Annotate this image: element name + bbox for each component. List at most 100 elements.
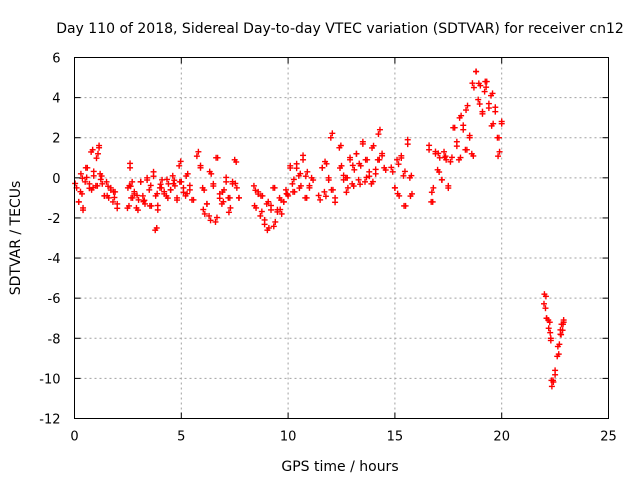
data-point-dense	[206, 168, 213, 175]
data-point-dense	[290, 176, 297, 183]
data-point-dense	[479, 110, 486, 117]
data-point-dense	[144, 177, 151, 184]
data-point-dense	[104, 192, 111, 199]
data-point-dense	[147, 182, 154, 189]
data-point-dense	[167, 186, 174, 193]
data-point-dense	[483, 84, 490, 91]
data-point	[233, 184, 240, 191]
data-point-dense	[401, 168, 408, 175]
data-point-dense	[300, 152, 307, 159]
data-point-dense	[97, 176, 104, 183]
data-point-dense	[290, 188, 297, 195]
data-point-dense	[110, 188, 117, 195]
data-point	[169, 172, 176, 179]
data-point-dense	[283, 190, 290, 197]
data-point-dense	[495, 153, 502, 160]
data-point-dense	[223, 174, 230, 181]
data-point-dense	[408, 172, 415, 179]
data-point-dense	[359, 140, 366, 147]
data-point-dense	[319, 164, 326, 171]
data-point-dense	[450, 124, 457, 131]
data-point-dense	[131, 188, 138, 195]
data-point-dense	[177, 158, 184, 165]
data-point-dense	[394, 190, 401, 197]
data-point	[559, 327, 566, 334]
data-point-dense	[457, 154, 464, 161]
data-point-dense	[448, 154, 455, 161]
y-tick-label: -6	[48, 292, 61, 307]
data-point-dense	[560, 317, 567, 324]
data-point-dense	[473, 68, 480, 75]
data-point-dense	[366, 173, 373, 180]
chart-title: Day 110 of 2018, Sidereal Day-to-day VTE…	[56, 21, 624, 37]
data-point-dense	[488, 122, 495, 129]
data-point-dense	[170, 180, 177, 187]
data-point-dense	[174, 197, 181, 204]
y-tick-label: 6	[52, 52, 60, 67]
data-points	[72, 68, 567, 390]
data-point-dense	[362, 156, 369, 163]
data-point	[545, 325, 552, 332]
data-point	[304, 168, 311, 175]
data-point	[201, 210, 208, 217]
data-point-dense	[329, 130, 336, 137]
data-point-dense	[466, 132, 473, 139]
data-point	[82, 178, 89, 185]
data-point	[206, 212, 213, 219]
y-tick-label: 2	[52, 132, 60, 147]
data-point-dense	[453, 143, 460, 150]
data-point-dense	[77, 188, 84, 195]
y-tick-label: -10	[39, 372, 60, 387]
data-point-dense	[388, 164, 395, 171]
data-point-dense	[554, 343, 561, 350]
data-point	[109, 198, 116, 205]
data-point-dense	[297, 170, 304, 177]
data-point	[94, 150, 101, 157]
data-point-dense	[137, 178, 144, 185]
data-point-dense	[357, 181, 364, 188]
data-point-dense	[98, 173, 105, 180]
data-point-dense	[302, 173, 309, 180]
data-point-dense	[207, 217, 214, 224]
data-point-dense	[210, 183, 217, 190]
data-point-dense	[542, 293, 549, 300]
data-point-dense	[332, 199, 339, 206]
data-point-dense	[322, 193, 329, 200]
data-point-dense	[343, 189, 350, 196]
data-point-dense	[163, 176, 170, 183]
data-point-dense	[436, 169, 443, 176]
data-point-dense	[94, 182, 101, 189]
data-point-dense	[257, 192, 264, 199]
y-tick-label: 4	[52, 92, 60, 107]
data-point-dense	[201, 187, 208, 194]
data-point	[77, 170, 84, 177]
data-point	[361, 178, 368, 185]
data-point-dense	[303, 194, 310, 201]
data-point-dense	[88, 148, 95, 155]
axis-ticks	[74, 57, 609, 419]
data-point-dense	[540, 300, 547, 307]
data-point-dense	[129, 194, 136, 201]
data-point-dense	[445, 185, 452, 192]
data-point-dense	[184, 190, 191, 197]
data-point-dense	[463, 146, 470, 153]
data-point-dense	[398, 154, 405, 161]
data-point-dense	[558, 331, 565, 338]
data-point-dense	[268, 202, 275, 209]
data-point-dense	[186, 182, 193, 189]
data-point-dense	[489, 90, 496, 97]
data-point	[496, 148, 503, 155]
data-point-dense	[180, 189, 187, 196]
data-point-dense	[350, 183, 357, 190]
data-point-dense	[235, 194, 242, 201]
data-point	[289, 180, 296, 187]
data-point-dense	[197, 162, 204, 169]
data-point-dense	[495, 134, 502, 141]
data-point-dense	[277, 206, 284, 213]
data-point-dense	[492, 104, 499, 111]
data-point-dense	[372, 166, 379, 173]
y-tick-label: -4	[48, 252, 61, 267]
data-point-dense	[225, 209, 232, 216]
data-point-dense	[233, 158, 240, 165]
